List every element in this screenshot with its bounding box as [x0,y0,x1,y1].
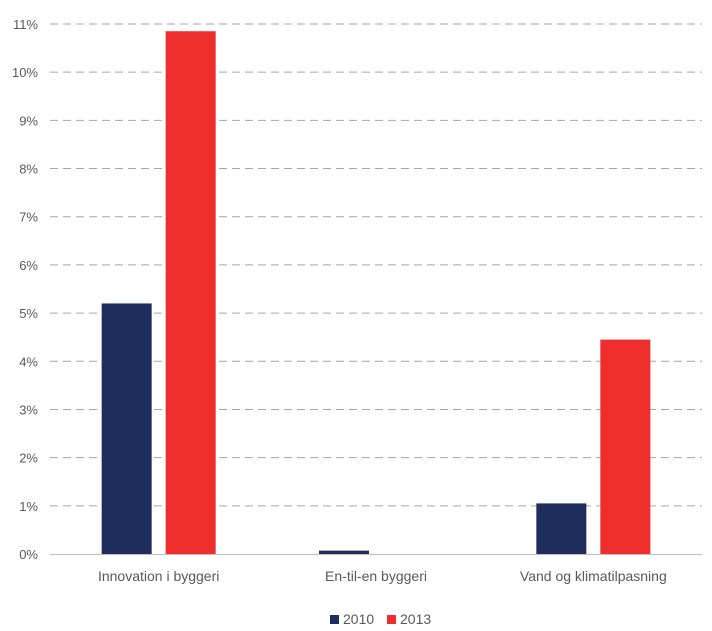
gridlines [50,23,702,507]
y-tick-label: 6% [19,258,38,273]
y-tick-label: 8% [19,162,38,177]
legend-label-2010: 2010 [343,611,374,626]
y-tick-label: 9% [19,113,38,128]
bar-2010-innovation-i-byggeri [101,303,152,554]
x-tick-label: Innovation i byggeri [98,568,219,584]
x-axis-tick-labels: Innovation i byggeri En-til-en byggeri Van… [98,568,667,584]
x-tick-label: Vand og klimatilpasning [520,568,667,584]
legend: 2010 2013 [330,611,431,627]
y-tick-label: 2% [19,451,38,466]
x-tick-label: En-til-en byggeri [325,568,427,584]
legend-swatch-2010 [330,615,339,624]
y-tick-label: 10% [12,65,38,80]
legend-label-2013: 2013 [400,611,431,626]
y-tick-label: 11% [13,17,38,32]
legend-swatch-2013 [387,615,396,624]
bar-2010-en-til-en-byggeri [319,550,369,554]
bar-2013-vand-og-klimatilpasning [600,339,651,554]
bars [101,31,651,554]
y-axis-tick-labels: 0% 1% 2% 3% 4% 5% 6% 7% 8% 9% 10% 11% [12,17,38,562]
y-tick-label: 4% [19,354,38,369]
y-tick-label: 3% [19,402,38,417]
y-tick-label: 7% [19,210,38,225]
y-tick-label: 5% [19,306,38,321]
y-tick-label: 0% [19,547,38,562]
bar-2013-innovation-i-byggeri [165,31,216,554]
y-tick-label: 1% [19,499,38,514]
bar-2010-vand-og-klimatilpasning [536,503,587,554]
